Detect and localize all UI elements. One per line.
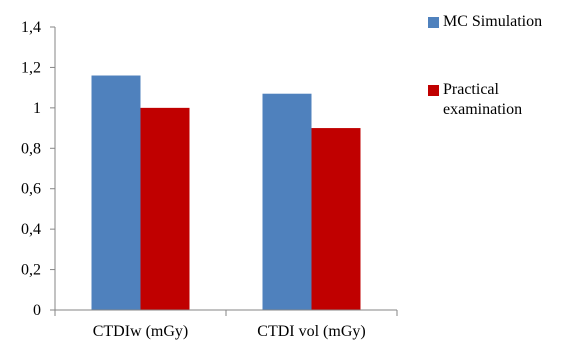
bar-practical-examination [311, 128, 361, 310]
legend: MC Simulation Practical examination [425, 12, 575, 168]
bar-mc-simulation [91, 75, 141, 310]
x-category-label: CTDI vol (mGy) [257, 323, 365, 340]
y-tick-label: 0,2 [21, 262, 41, 279]
legend-item-mc-simulation: MC Simulation [425, 12, 575, 32]
y-tick-label: 0,8 [21, 140, 41, 157]
y-tick-label: 1,4 [21, 19, 41, 36]
y-tick-label: 1,2 [21, 59, 41, 76]
axes [50, 26, 398, 316]
x-axis-labels: CTDIw (mGy) CTDI vol (mGy) [93, 323, 366, 340]
y-tick-label: 0,6 [21, 181, 41, 198]
x-category-label: CTDIw (mGy) [93, 323, 189, 340]
bar-practical-examination [140, 107, 190, 310]
legend-label-practical-examination: Practical examination [443, 81, 523, 118]
y-axis-ticks: 0 0,2 0,4 0,6 0,8 1 1,2 1,4 [21, 19, 41, 319]
legend-item-practical-examination: Practical examination [425, 80, 575, 120]
y-tick-label: 0,4 [21, 221, 41, 238]
y-tick-label: 0 [33, 302, 41, 319]
legend-label-mc-simulation: MC Simulation [443, 13, 543, 30]
legend-swatch-practical-examination [428, 85, 439, 96]
bar-mc-simulation [262, 93, 312, 310]
legend-swatch-mc-simulation [428, 17, 439, 28]
bars [91, 75, 361, 310]
y-tick-label: 1 [33, 100, 41, 117]
